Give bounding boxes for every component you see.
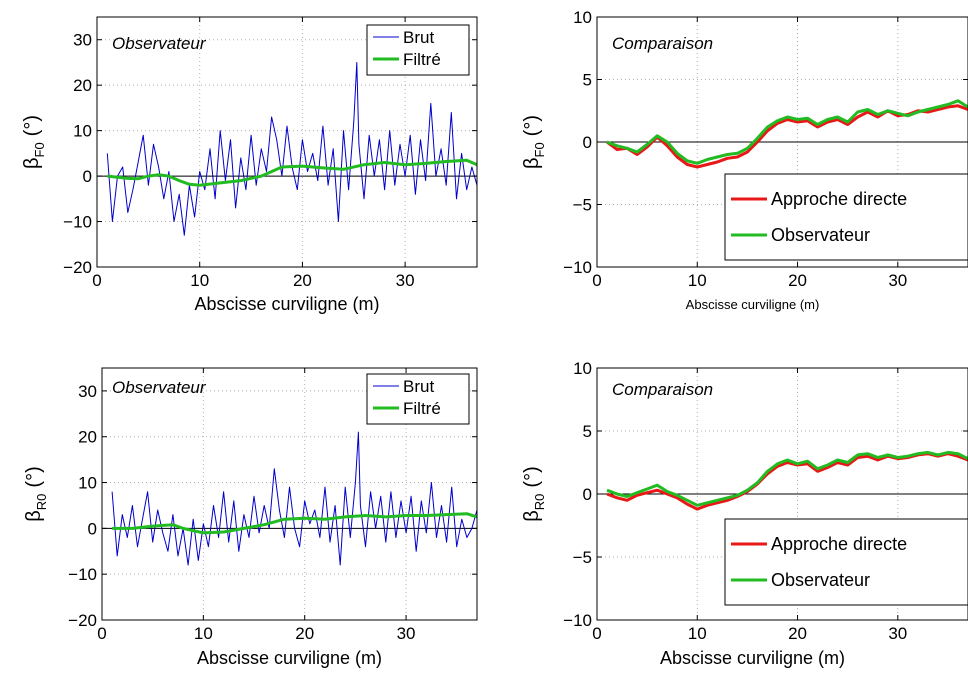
legend-entry: Filtré — [403, 399, 441, 418]
chart-panel-bottom-left: 0 10 20 30 −20 −10 0 10 20 30 Abscisse curviligne … — [23, 367, 478, 668]
x-tick-label: 20 — [788, 624, 807, 643]
y-tick-label: 30 — [73, 31, 92, 50]
y-tick-label: 0 — [583, 133, 592, 152]
x-tick-label: 30 — [397, 624, 416, 643]
chart-panel-top-left: 0 10 20 30 −20 −10 0 10 20 30 Abscisse curviligne … — [21, 16, 478, 314]
legend-box — [366, 373, 470, 425]
y-tick-label: −10 — [63, 213, 92, 232]
x-tick-label: 0 — [92, 271, 101, 290]
legend: Approche directe Observateur — [724, 518, 968, 606]
y-tick-label: 0 — [88, 519, 97, 538]
y-tick-label: 10 — [73, 122, 92, 141]
y-tick-label: 20 — [73, 76, 92, 95]
x-tick-label: 10 — [194, 624, 213, 643]
x-axis-label: Abscisse curviligne (m) — [686, 297, 820, 312]
series-line-brut — [111, 431, 477, 566]
panel-annotation: Observateur — [112, 34, 207, 53]
x-tick-label: 0 — [97, 624, 106, 643]
chart-panel-top-right: 0 10 20 30 −10 −5 0 5 10 Abscisse curviligne (m) β… — [521, 8, 968, 312]
x-tick-label: 10 — [688, 624, 707, 643]
y-tick-label: −20 — [63, 258, 92, 277]
legend: Brut Filtré — [366, 373, 470, 425]
legend-entry: Brut — [403, 377, 434, 396]
y-tick-label: 10 — [573, 359, 592, 378]
y-tick-label: −10 — [68, 565, 97, 584]
x-tick-label: 20 — [295, 624, 314, 643]
legend-entry: Filtré — [403, 50, 441, 69]
x-axis-label: Abscisse curviligne (m) — [660, 648, 845, 668]
panel-annotation: Comparaison — [612, 380, 713, 399]
x-tick-label: 0 — [592, 624, 601, 643]
series-line-observateur — [606, 99, 968, 165]
y-tick-label: −10 — [563, 611, 592, 630]
y-tick-label: 5 — [583, 422, 592, 441]
x-tick-label: 30 — [888, 271, 907, 290]
x-tick-label: 20 — [293, 271, 312, 290]
series-line-observateur — [606, 450, 968, 507]
legend-box — [366, 24, 470, 76]
y-axis-label: βF0(°) — [521, 115, 547, 169]
legend-entry: Approche directe — [771, 534, 907, 554]
y-tick-label: −5 — [573, 548, 592, 567]
panel-annotation: Observateur — [112, 378, 207, 397]
y-tick-label: 0 — [83, 167, 92, 186]
x-axis-label: Abscisse curviligne (m) — [194, 294, 379, 314]
legend-entry: Brut — [403, 28, 434, 47]
y-tick-label: −5 — [573, 196, 592, 215]
legend-entry: Observateur — [771, 570, 870, 590]
y-axis-label: βR0(°) — [23, 466, 49, 521]
chart-panel-bottom-right: 0 10 20 30 −10 −5 0 5 10 Abscisse curviligne (m) β… — [521, 359, 968, 668]
series-line-filtr- — [112, 512, 477, 535]
plot-frame — [101, 367, 478, 621]
legend-entry: Observateur — [771, 225, 870, 245]
y-tick-label: 0 — [583, 485, 592, 504]
y-tick-label: 10 — [78, 474, 97, 493]
y-axis-label: βR0(°) — [521, 466, 547, 521]
x-tick-label: 20 — [788, 271, 807, 290]
y-tick-label: 30 — [78, 382, 97, 401]
y-tick-label: −10 — [563, 258, 592, 277]
legend: Brut Filtré — [366, 24, 470, 76]
y-tick-label: −20 — [68, 611, 97, 630]
panel-annotation: Comparaison — [612, 34, 713, 53]
y-tick-label: 20 — [78, 428, 97, 447]
legend-box — [724, 518, 968, 606]
x-tick-label: 30 — [396, 271, 415, 290]
series-line-filtr- — [107, 158, 477, 187]
plot-frame — [96, 16, 478, 268]
legend-box — [724, 173, 968, 261]
x-axis-label: Abscisse curviligne (m) — [197, 648, 382, 668]
y-tick-label: 10 — [573, 8, 592, 27]
y-axis-label: βF0(°) — [21, 115, 47, 169]
series-line-approche-directe — [606, 452, 968, 511]
x-tick-label: 30 — [888, 624, 907, 643]
x-tick-label: 0 — [592, 271, 601, 290]
y-tick-label: 5 — [583, 71, 592, 90]
x-tick-label: 10 — [190, 271, 209, 290]
x-tick-label: 10 — [688, 271, 707, 290]
series-line-brut — [106, 62, 477, 236]
legend-entry: Approche directe — [771, 189, 907, 209]
legend: Approche directe Observateur — [724, 173, 968, 261]
